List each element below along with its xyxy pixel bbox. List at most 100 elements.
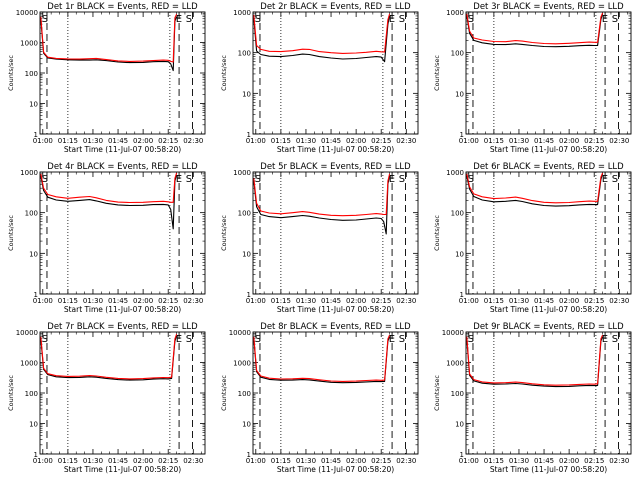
- x-tick-label: 01:30: [296, 297, 316, 305]
- detector-panel-6: Det 6r BLACK = Events, RED = LLD 1 10 100 10…: [433, 162, 632, 314]
- x-tick-label: 02:15: [371, 137, 391, 145]
- series-line-lld: [253, 334, 391, 382]
- plot-frame: [465, 11, 632, 135]
- x-tick-label: 02:00: [133, 137, 153, 145]
- x-tick-label: 01:00: [459, 297, 479, 305]
- x-tick-label: 02:15: [158, 297, 178, 305]
- x-tick-label: 01:15: [271, 137, 291, 145]
- x-tick-label: 01:30: [83, 137, 103, 145]
- x-tick-label: 02:30: [396, 297, 416, 305]
- y-axis-label: Counts/sec: [7, 215, 15, 251]
- x-tick-label: 02:00: [133, 297, 153, 305]
- x-tick-label: 01:00: [33, 137, 53, 145]
- y-axis-label: Counts/sec: [7, 375, 15, 411]
- x-tick-label: 02:30: [609, 457, 629, 465]
- interval-marker: S: [42, 174, 48, 185]
- y-tick-label: 1000: [20, 169, 38, 177]
- plot-frame: [465, 331, 632, 455]
- series-line-events: [466, 336, 604, 388]
- y-tick-label: 10: [455, 90, 464, 98]
- panel-title: Det 2r BLACK = Events, RED = LLD: [260, 2, 411, 12]
- interval-marker: S: [612, 174, 618, 185]
- x-tick-label: 02:15: [584, 137, 604, 145]
- series-line-lld: [466, 334, 604, 386]
- y-tick-label: 100: [25, 390, 38, 398]
- x-tick-label: 02:00: [559, 297, 579, 305]
- interval-marker: E: [602, 334, 608, 345]
- series-line-lld: [466, 172, 604, 204]
- y-axis-label: Counts/sec: [220, 375, 228, 411]
- series-line-events: [253, 175, 391, 235]
- y-tick-label: 10: [242, 250, 251, 258]
- y-tick-label: 1000: [233, 360, 251, 368]
- plot-frame: [252, 171, 419, 295]
- interval-marker: S: [612, 334, 618, 345]
- x-tick-label: 02:15: [158, 457, 178, 465]
- panel-title: Det 1r BLACK = Events, RED = LLD: [47, 2, 198, 12]
- y-tick-label: 1000: [233, 9, 251, 17]
- x-tick-label: 01:00: [459, 137, 479, 145]
- panel-title: Det 3r BLACK = Events, RED = LLD: [473, 2, 624, 12]
- y-tick-label: 1: [34, 291, 38, 299]
- x-tick-label: 01:15: [58, 137, 78, 145]
- x-tick-label: 02:15: [371, 457, 391, 465]
- y-tick-label: 100: [238, 50, 251, 58]
- plot-frame: [39, 11, 206, 135]
- interval-marker: E: [602, 14, 608, 25]
- series-line-lld: [466, 12, 604, 45]
- interval-marker: S: [42, 14, 48, 25]
- y-axis-label: Counts/sec: [433, 375, 441, 411]
- x-tick-label: 02:00: [133, 457, 153, 465]
- y-tick-label: 100: [451, 210, 464, 218]
- plot-frame: [39, 171, 206, 295]
- interval-marker: S: [186, 174, 192, 185]
- detector-panel-5: Det 5r BLACK = Events, RED = LLD 1 10 100 10…: [220, 162, 419, 314]
- series-line-lld: [40, 334, 178, 380]
- interval-marker: E: [389, 14, 395, 25]
- x-tick-label: 01:45: [108, 137, 128, 145]
- interval-marker: S: [468, 14, 474, 25]
- x-tick-label: 01:15: [58, 297, 78, 305]
- interval-marker: S: [399, 334, 405, 345]
- interval-marker: S: [255, 14, 261, 25]
- interval-marker: S: [468, 334, 474, 345]
- y-tick-label: 1: [247, 451, 251, 459]
- y-tick-label: 100: [238, 210, 251, 218]
- x-tick-label: 02:00: [346, 297, 366, 305]
- x-tick-label: 01:30: [509, 137, 529, 145]
- x-tick-label: 02:00: [559, 457, 579, 465]
- detector-panel-2: Det 2r BLACK = Events, RED = LLD 1 10 100 10…: [220, 2, 419, 154]
- x-tick-label: 01:30: [83, 297, 103, 305]
- x-tick-label: 01:00: [246, 297, 266, 305]
- interval-marker: E: [176, 174, 182, 185]
- x-tick-label: 01:45: [321, 297, 341, 305]
- x-tick-label: 01:15: [271, 297, 291, 305]
- series-line-events: [40, 335, 178, 381]
- x-tick-label: 02:30: [183, 297, 203, 305]
- y-tick-label: 1: [247, 131, 251, 139]
- plot-frame: [252, 11, 419, 135]
- x-axis-label: Start Time (11-Jul-07 00:58:20): [490, 465, 607, 474]
- interval-marker: S: [255, 174, 261, 185]
- detector-panel-9: Det 9r BLACK = Events, RED = LLD 1 10 100 10…: [433, 322, 632, 474]
- x-axis-label: Start Time (11-Jul-07 00:58:20): [490, 145, 607, 154]
- interval-marker: E: [602, 174, 608, 185]
- x-tick-label: 01:45: [108, 457, 128, 465]
- y-tick-label: 10: [29, 101, 38, 109]
- x-tick-label: 02:30: [183, 137, 203, 145]
- panel-title: Det 4r BLACK = Events, RED = LLD: [47, 162, 198, 172]
- x-tick-label: 02:30: [396, 457, 416, 465]
- interval-marker: S: [255, 334, 261, 345]
- y-tick-label: 1000: [20, 360, 38, 368]
- x-tick-label: 01:15: [484, 297, 504, 305]
- interval-marker: S: [186, 14, 192, 25]
- x-tick-label: 01:45: [108, 297, 128, 305]
- y-tick-label: 1000: [446, 9, 464, 17]
- x-axis-label: Start Time (11-Jul-07 00:58:20): [490, 305, 607, 314]
- x-tick-label: 02:30: [396, 137, 416, 145]
- y-tick-label: 100: [451, 390, 464, 398]
- y-tick-label: 10: [242, 90, 251, 98]
- x-axis-label: Start Time (11-Jul-07 00:58:20): [64, 465, 181, 474]
- interval-marker: E: [176, 14, 182, 25]
- y-tick-label: 10000: [16, 9, 38, 17]
